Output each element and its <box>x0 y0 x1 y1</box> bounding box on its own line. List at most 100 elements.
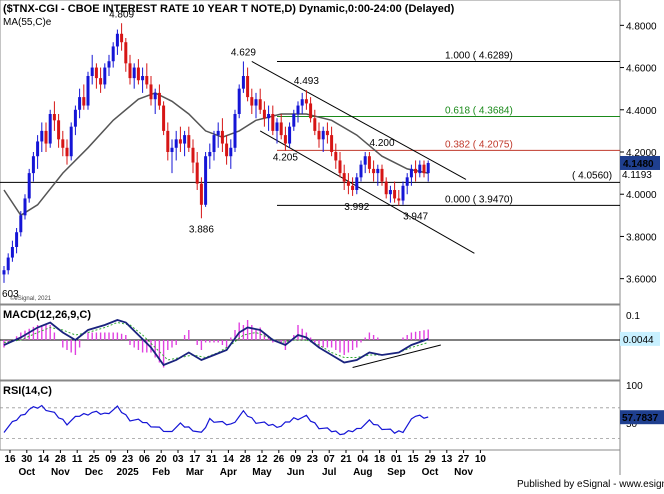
candle-body <box>15 232 19 247</box>
candle-body <box>220 130 224 144</box>
candle-body <box>6 257 10 271</box>
candle-body <box>208 152 212 157</box>
x-month-label: Aug <box>353 467 372 478</box>
candle <box>246 67 250 102</box>
candle <box>338 152 342 178</box>
candle-body <box>99 78 103 85</box>
candle-body <box>275 122 279 131</box>
candle <box>162 101 166 136</box>
price-tick-label: 3.6000 <box>626 275 657 286</box>
candle-body <box>342 173 346 182</box>
x-month-label: Mar <box>186 467 204 478</box>
candle-body <box>267 114 271 119</box>
x-tick-label: 03 <box>172 454 184 465</box>
candle-body <box>346 181 350 186</box>
candle-body <box>103 67 107 85</box>
x-tick-label: 17 <box>189 454 201 465</box>
candle-body <box>2 270 6 275</box>
candle <box>31 152 35 182</box>
candle <box>376 164 380 186</box>
candle <box>325 122 329 144</box>
ma-label: MA(55,C)e <box>3 17 52 28</box>
x-tick-label: 29 <box>424 454 436 465</box>
candle-body <box>69 126 73 157</box>
candle-body <box>338 160 342 174</box>
candle-body <box>233 114 237 148</box>
ma55-line <box>3 92 429 217</box>
candle <box>10 240 14 262</box>
candle <box>19 211 23 237</box>
candle-body <box>120 33 124 43</box>
candle-body <box>90 67 94 76</box>
candle-body <box>418 164 422 174</box>
x-tick-label: 26 <box>273 454 285 465</box>
x-month-label: Apr <box>220 467 237 478</box>
x-tick-label: 12 <box>256 454 268 465</box>
price-labels: 603 4.809 3.886 4.629 4.493 4.205 4.200 3.992 3.… <box>2 9 612 299</box>
candle <box>271 105 275 136</box>
candle-body <box>107 61 111 68</box>
swing-label: 4.200 <box>369 138 394 149</box>
rsi-tick-label: 50 <box>626 419 638 430</box>
candle <box>174 130 178 161</box>
macd-panel <box>0 304 621 381</box>
support-level-label: ( 4.0560) <box>572 170 612 181</box>
candle <box>15 228 19 254</box>
candle-body <box>405 177 409 186</box>
candle-body <box>317 130 321 140</box>
candle <box>149 76 153 106</box>
candle <box>132 63 136 89</box>
candle <box>40 122 44 152</box>
macd-line <box>3 319 429 367</box>
candle-body <box>10 247 14 258</box>
candle <box>342 164 346 190</box>
candle-body <box>351 185 355 190</box>
x-tick-label: 01 <box>391 454 403 465</box>
candle-body <box>330 135 334 152</box>
fib-level-label: 1.000 ( 4.6289) <box>445 50 513 61</box>
candle <box>204 152 208 207</box>
candle <box>111 42 115 68</box>
x-tick-label: 06 <box>139 454 151 465</box>
candle <box>409 164 413 186</box>
candle <box>401 181 405 205</box>
candle <box>157 84 161 110</box>
channel-upper-line <box>251 60 467 180</box>
candle-body <box>250 97 254 106</box>
x-month-label: May <box>252 467 272 478</box>
candle-body <box>40 130 44 142</box>
x-tick-label: 10 <box>475 454 487 465</box>
candle <box>195 152 199 190</box>
fib-level-label: 0.382 ( 4.2075) <box>445 139 513 150</box>
candle <box>225 135 229 165</box>
watermark: ©eSignal, 2021 <box>10 295 52 302</box>
candle-body <box>82 97 86 106</box>
candle <box>103 63 107 89</box>
candle <box>388 185 392 203</box>
candle <box>309 97 313 123</box>
price-tick-label: 4.6000 <box>626 64 657 75</box>
candle-body <box>401 185 405 201</box>
price-panel <box>0 0 621 305</box>
x-tick-label: 31 <box>206 454 218 465</box>
candle-body <box>166 130 170 152</box>
candle <box>262 101 266 127</box>
macd-layer: MACD(12,26,9,C) 0.1 0.0044 <box>0 309 660 368</box>
candle-body <box>304 99 308 104</box>
candle-body <box>283 135 287 144</box>
candle-body <box>237 88 241 114</box>
candle-body <box>384 181 388 195</box>
x-tick-label: 20 <box>156 454 168 465</box>
candle-body <box>313 118 317 131</box>
candle-body <box>262 109 266 119</box>
candle <box>90 54 94 85</box>
candle-body <box>288 126 292 144</box>
candle-body <box>397 198 401 201</box>
candle-body <box>241 76 245 89</box>
candle <box>359 160 363 182</box>
candle <box>124 38 128 72</box>
x-tick-label: 18 <box>374 454 386 465</box>
candle-body <box>363 156 367 165</box>
price-axis: 4.8000 4.6000 4.4000 4.2000 4.0000 3.8000 3.60… <box>620 21 660 286</box>
candle <box>393 181 397 203</box>
